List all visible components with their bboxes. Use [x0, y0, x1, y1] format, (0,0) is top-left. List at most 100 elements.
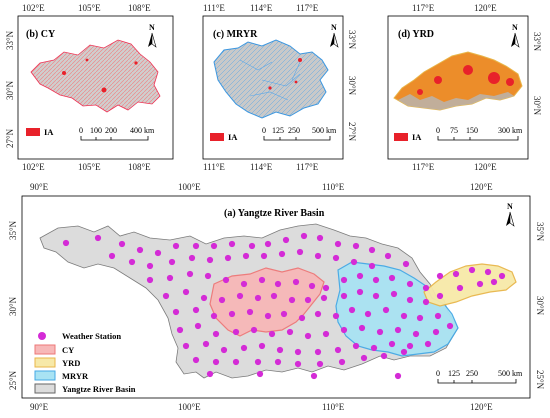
- panel-c-title: (c) MRYR: [213, 29, 258, 40]
- mryr-ia-patch: [294, 80, 298, 84]
- weather-station-marker: [422, 298, 430, 306]
- weather-station-marker: [406, 296, 414, 304]
- yrd-ia-patch: [434, 76, 442, 84]
- weather-station-marker: [372, 276, 380, 284]
- weather-station-marker: [202, 340, 210, 348]
- panel-a-right-tick-2: 25°N: [535, 370, 545, 390]
- panel-d-bottom-tick-0: 117°E: [412, 162, 435, 172]
- weather-station-marker: [118, 240, 126, 248]
- weather-station-marker: [456, 284, 464, 292]
- mryr-subregion-boundaries: [239, 59, 301, 101]
- panel-b-scale-2: 200: [105, 126, 117, 135]
- weather-station-marker: [332, 254, 340, 262]
- weather-station-marker: [274, 358, 282, 366]
- panel-b-top-tick-2: 108°E: [128, 3, 151, 13]
- svg-text:N: N: [331, 23, 337, 32]
- weather-station-marker: [228, 240, 236, 248]
- weather-station-marker: [394, 372, 402, 380]
- legend-basin-swatch: [34, 383, 56, 394]
- weather-station-marker: [334, 240, 342, 248]
- north-arrow-icon: N: [506, 202, 515, 227]
- weather-station-marker: [390, 290, 398, 298]
- weather-station-marker: [260, 252, 268, 260]
- yrd-ia-patch: [506, 78, 514, 86]
- panel-c-mryr: 111°E 114°E 117°E 111°E 114°E 117°E 33°N…: [202, 3, 357, 172]
- weather-station-marker: [356, 288, 364, 296]
- panel-a-top-tick-2: 110°E: [322, 182, 345, 192]
- weather-station-marker: [192, 356, 200, 364]
- weather-station-marker: [250, 326, 258, 334]
- legend-yrd-label: YRD: [62, 358, 80, 368]
- panel-a-right-tick-1: 30°N: [535, 296, 545, 316]
- weather-station-marker: [334, 346, 342, 354]
- weather-station-marker: [128, 258, 136, 266]
- weather-station-marker: [400, 348, 408, 356]
- weather-station-marker: [416, 314, 424, 322]
- weather-station-marker: [162, 292, 170, 300]
- weather-station-marker: [242, 252, 250, 260]
- mryr-ia-patch: [298, 58, 302, 62]
- cy-ia-patch: [134, 61, 138, 65]
- weather-station-marker: [412, 330, 420, 338]
- weather-station-marker: [356, 272, 364, 280]
- weather-station-marker: [484, 268, 492, 276]
- weather-station-marker: [94, 234, 102, 242]
- weather-station-marker: [340, 292, 348, 300]
- weather-station-marker: [288, 296, 296, 304]
- panel-d-right-tick-1: 30°N: [532, 96, 542, 116]
- north-arrow-icon: N: [148, 23, 157, 48]
- panel-b-bottom-tick-0: 102°E: [22, 162, 45, 172]
- panel-d-top-tick-0: 117°E: [412, 3, 435, 13]
- weather-station-marker: [248, 242, 256, 250]
- weather-station-marker: [294, 360, 302, 368]
- weather-station-marker: [364, 310, 372, 318]
- panel-b-scale-0: 0: [79, 126, 83, 135]
- panel-c-right-tick-0: 33°N: [347, 30, 357, 50]
- weather-station-marker: [304, 332, 312, 340]
- panel-a-scale-1: 125: [448, 369, 460, 378]
- weather-station-marker: [268, 330, 276, 338]
- panel-a-scale-bar: 0 125 250 500 km: [436, 369, 523, 384]
- weather-station-marker: [432, 328, 440, 336]
- cy-ia-patch: [101, 87, 107, 93]
- panel-c-top-tick-1: 114°E: [250, 3, 273, 13]
- panel-d-bottom-tick-1: 120°E: [474, 162, 497, 172]
- panel-b-ia-label: IA: [44, 127, 54, 137]
- panel-d-top-tick-1: 120°E: [474, 3, 497, 13]
- weather-station-marker: [352, 342, 360, 350]
- panel-c-scale-bar: 0 125 250 500 km: [262, 126, 337, 141]
- weather-station-marker: [380, 352, 388, 360]
- weather-station-marker: [304, 296, 312, 304]
- weather-station-marker: [394, 326, 402, 334]
- panel-b-title: (b) CY: [26, 29, 56, 40]
- panel-b-bottom-tick-2: 108°E: [128, 162, 151, 172]
- panel-c-scale-2: 250: [288, 126, 300, 135]
- weather-station-marker: [400, 312, 408, 320]
- panel-a-bottom-tick-1: 100°E: [178, 402, 201, 412]
- panel-b-scale-1: 100: [90, 126, 102, 135]
- weather-station-marker: [388, 340, 396, 348]
- weather-station-marker: [286, 328, 294, 336]
- panel-b-top-tick-1: 105°E: [78, 3, 101, 13]
- weather-station-marker: [254, 294, 262, 302]
- weather-station-marker: [370, 344, 378, 352]
- panel-b-scale-bar: 0 100 200 400 km: [79, 126, 155, 141]
- panel-b-ia-swatch: [26, 128, 40, 136]
- weather-station-marker: [384, 252, 392, 260]
- weather-station-marker: [240, 344, 248, 352]
- panel-a-left-tick-0: 35°N: [8, 220, 18, 240]
- panel-c-scale-1: 125: [272, 126, 284, 135]
- panel-c-ia-swatch: [210, 133, 224, 141]
- weather-station-marker: [258, 276, 266, 284]
- weather-station-marker: [452, 270, 460, 278]
- weather-station-marker: [402, 260, 410, 268]
- weather-station-marker: [308, 282, 316, 290]
- weather-station-marker: [292, 278, 300, 286]
- cy-ia-patch: [62, 71, 66, 75]
- panel-d-scale-3: 300 km: [498, 126, 523, 135]
- panel-d-scale-0: 0: [436, 126, 440, 135]
- panel-c-scale-0: 0: [262, 126, 266, 135]
- weather-station-marker: [434, 312, 442, 320]
- weather-station-marker: [210, 312, 218, 320]
- panel-c-top-tick-0: 111°E: [203, 3, 225, 13]
